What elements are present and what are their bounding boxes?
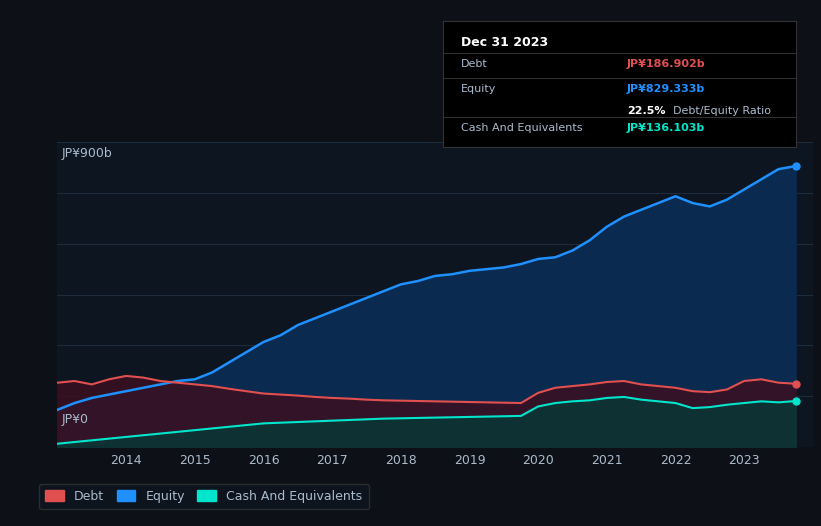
- Text: JP¥136.103b: JP¥136.103b: [627, 123, 705, 133]
- Text: 22.5%: 22.5%: [627, 106, 665, 116]
- Text: Equity: Equity: [461, 84, 497, 94]
- Text: JP¥900b: JP¥900b: [62, 147, 112, 160]
- Text: Dec 31 2023: Dec 31 2023: [461, 36, 548, 49]
- Text: JP¥829.333b: JP¥829.333b: [627, 84, 705, 94]
- Text: Cash And Equivalents: Cash And Equivalents: [461, 123, 582, 133]
- Legend: Debt, Equity, Cash And Equivalents: Debt, Equity, Cash And Equivalents: [39, 484, 369, 509]
- Text: JP¥0: JP¥0: [62, 413, 89, 426]
- Text: Debt/Equity Ratio: Debt/Equity Ratio: [673, 106, 771, 116]
- Text: JP¥186.902b: JP¥186.902b: [627, 59, 705, 69]
- Text: Debt: Debt: [461, 59, 488, 69]
